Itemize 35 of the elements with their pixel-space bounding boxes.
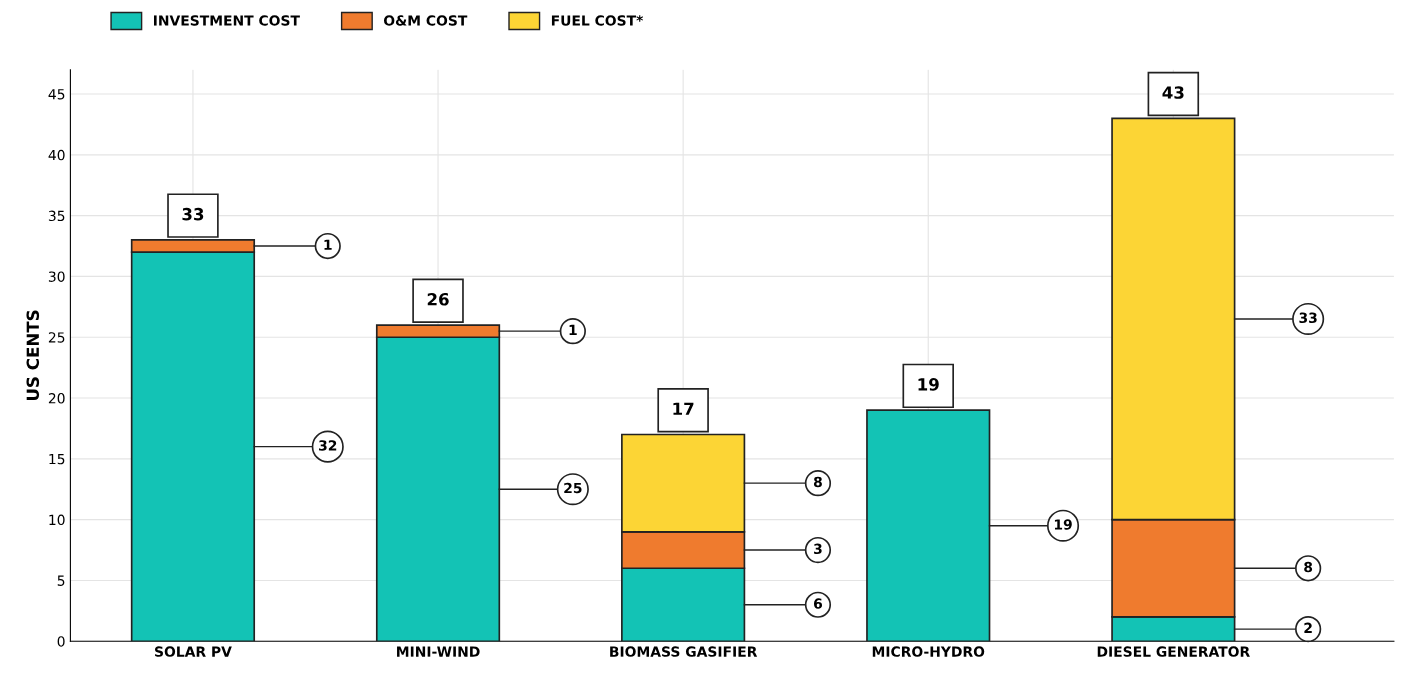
- x-tick-label: MINI-WIND: [397, 646, 480, 657]
- y-tick-label: 45: [48, 89, 65, 100]
- total-label: 17: [673, 402, 694, 415]
- y-tick-label: 10: [49, 514, 65, 526]
- data-label: 8: [1304, 561, 1313, 573]
- data-label: 32: [319, 440, 337, 451]
- data-label: 6: [813, 598, 823, 609]
- y-axis-title: US CENTS: [26, 310, 40, 401]
- legend-label: FUEL COST*: [551, 15, 644, 26]
- x-tick-label: MICRO-HYDRO: [872, 646, 985, 657]
- total-label: 33: [182, 207, 204, 221]
- y-tick-label: 25: [48, 332, 65, 343]
- x-tick-label: DIESEL GENERATOR: [1097, 646, 1250, 657]
- y-tick-label: 40: [48, 149, 65, 161]
- y-tick-label: 5: [57, 575, 65, 586]
- data-label: 33: [1299, 312, 1317, 324]
- legend-label: INVESTMENT COST: [154, 15, 300, 26]
- y-tick-label: 30: [48, 271, 65, 282]
- data-label: 19: [1054, 519, 1072, 530]
- data-label: 3: [814, 543, 822, 555]
- data-label: 1: [569, 324, 577, 335]
- y-tick-label: 20: [48, 393, 65, 404]
- x-tick-label: BIOMASS GASIFIER: [610, 646, 758, 657]
- y-tick-label: 0: [57, 636, 65, 647]
- y-tick-label: 15: [49, 453, 65, 465]
- data-label: 2: [1304, 622, 1312, 633]
- data-label: 8: [813, 476, 822, 488]
- y-tick-label: 35: [48, 210, 65, 222]
- x-tick-label: SOLAR PV: [155, 646, 232, 657]
- total-label: 26: [427, 292, 449, 306]
- data-label: 1: [324, 239, 332, 250]
- data-label: 25: [564, 482, 582, 494]
- total-label: 19: [918, 378, 939, 391]
- total-label: 43: [1162, 86, 1184, 99]
- legend-label: O&M COST: [383, 15, 468, 26]
